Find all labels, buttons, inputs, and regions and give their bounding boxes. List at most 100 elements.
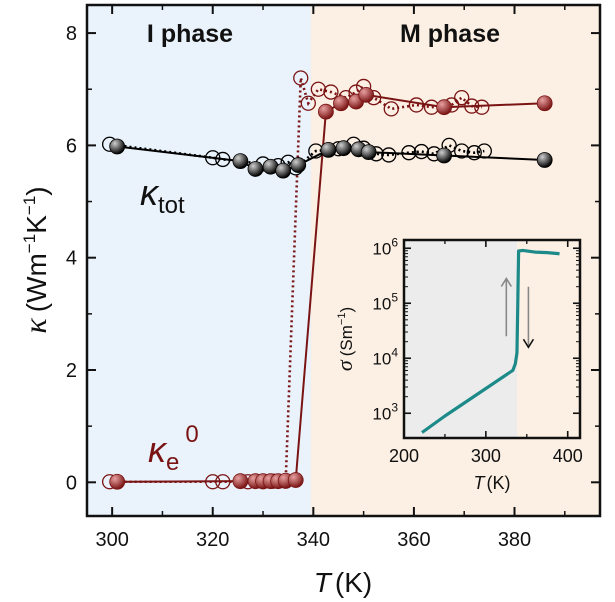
series-1-cooling-point-7 — [293, 70, 309, 86]
inset-y-tick-label-0: 103 — [372, 400, 398, 423]
series-0-cooling-point-13 — [401, 145, 417, 161]
inset-sigma-line — [421, 248, 560, 434]
inset-y-tick-base-3: 10 — [372, 239, 391, 258]
series-0-cooling-point-1 — [205, 150, 221, 166]
series-0-heating-point-1 — [232, 153, 249, 170]
inset-conductivity-curve — [421, 248, 560, 434]
inset-y-tick-base-2: 10 — [372, 294, 391, 313]
series-0-heating-point-11 — [536, 152, 553, 168]
x-tick-label-0: 300 — [95, 529, 128, 551]
x-axis-unit: (K) — [335, 567, 372, 598]
y-axis-unit-mid: K — [21, 215, 52, 234]
kappa-e0-subscript: e — [166, 449, 179, 476]
series-1-cooling-point-1 — [205, 474, 221, 490]
i-phase-label: I phase — [147, 20, 233, 48]
y-tick-label-2: 4 — [66, 248, 77, 270]
inset-y-tick-label-2: 105 — [372, 290, 398, 313]
inset-x-tick-label-2: 400 — [553, 446, 583, 466]
x-tick-label-2: 340 — [297, 529, 330, 551]
inset-y-tick-base-1: 10 — [372, 349, 391, 368]
inset-y-tick-label-1: 104 — [372, 345, 398, 368]
series-1-cooling-point-19 — [454, 90, 470, 106]
series-1-cooling-point-20 — [464, 98, 480, 114]
inset-x-axis-unit: (K) — [487, 473, 511, 493]
inset-y-axis-title: σ (Sm−1) — [332, 307, 357, 371]
series-1-heating-point-13 — [536, 95, 553, 112]
x-axis-var: T — [314, 567, 333, 598]
series-0-heating-point-5 — [290, 157, 307, 173]
inset-y-tick-power-1: 4 — [391, 345, 398, 359]
series-1-cooling-point-2 — [215, 474, 231, 490]
kappa-e0-symbol: κ — [148, 429, 168, 470]
kappa-e0-superscript: 0 — [185, 421, 198, 448]
inset-frame — [402, 238, 582, 440]
series-1-heating-point-9 — [333, 95, 349, 112]
series-0-heating-point-7 — [335, 140, 352, 157]
y-axis-unit-exp2: −1 — [20, 196, 39, 215]
inset-y-tick-base-0: 10 — [372, 404, 391, 423]
series-1-cooling-point-8 — [300, 95, 316, 111]
inset-y-axis-unit-exp: −1 — [336, 313, 348, 326]
series-0-cooling-point-14 — [413, 143, 430, 160]
y-tick-label-3: 6 — [66, 135, 77, 157]
series-1-cooling-point-9 — [310, 81, 327, 97]
main-plot-frame — [85, 3, 602, 518]
inset-arrows — [500, 276, 535, 349]
phase-region-0 — [87, 5, 311, 516]
x-tick-label-4: 380 — [498, 529, 531, 551]
kappa-tot-subscript: tot — [158, 192, 185, 219]
inset-y-tick-power-3: 6 — [391, 235, 398, 249]
y-axis-var: κ — [17, 318, 53, 334]
x-tick-label-3: 360 — [397, 529, 430, 551]
series-markers — [101, 70, 553, 490]
series-0-cooling-line — [109, 142, 485, 170]
inset-shaded-region — [404, 240, 517, 438]
series-1-heating-point-0 — [109, 473, 126, 490]
series-1-heating-point-12 — [436, 99, 452, 116]
series-0-heating-point-6 — [320, 141, 337, 158]
y-tick-label-0: 0 — [66, 472, 77, 494]
series-1-cooling-point-15 — [383, 101, 399, 117]
y-axis-title: κ(Wm−1K−1) — [17, 186, 53, 333]
kappa-tot-label: κtot — [140, 172, 185, 219]
y-tick-label-4: 8 — [66, 23, 77, 45]
series-1-heating-point-8 — [317, 103, 334, 120]
series-0-cooling-point-12 — [381, 147, 397, 163]
series-1-cooling-point-16 — [408, 97, 425, 113]
series-0-cooling-point-18 — [466, 145, 482, 161]
inset-x-tick-label-0: 200 — [389, 446, 419, 466]
y-axis-unit-close: ) — [21, 186, 52, 195]
inset-x-axis-title: T (K) — [474, 473, 511, 493]
series-0-heating-point-0 — [109, 138, 126, 155]
inset-y-tick-power-2: 5 — [391, 290, 398, 304]
y-axis-unit-exp1: −1 — [20, 234, 39, 253]
series-0-heating-point-9 — [360, 144, 377, 161]
kappa-tot-symbol: κ — [140, 172, 160, 213]
series-0-cooling-point-2 — [215, 151, 231, 168]
series-0-heating-point-2 — [247, 161, 264, 177]
series-1-cooling-point-21 — [474, 99, 490, 115]
inset-x-axis-var: T — [474, 473, 487, 493]
series-0-cooling-point-19 — [476, 143, 492, 159]
inset-y-axis-unit-close: ) — [337, 307, 356, 313]
series-1-heating-point-11 — [358, 86, 375, 103]
x-axis-title: T (K) — [314, 567, 372, 598]
x-tick-label-1: 320 — [196, 529, 229, 551]
inset-y-axis-unit-open: (Sm — [337, 325, 356, 356]
y-tick-label-1: 2 — [66, 360, 77, 382]
inset-y-axis-var: σ — [332, 359, 357, 371]
kappa-e0-label: κe0 — [148, 421, 199, 476]
series-1-heating-point-1 — [232, 473, 249, 490]
series-1-heating-point-7 — [287, 472, 304, 488]
series-0-cooling-point-17 — [454, 143, 470, 159]
inset-arrow-head-0 — [500, 276, 513, 287]
inset-y-tick-label-3: 106 — [372, 235, 398, 258]
inset-shade-rect — [404, 240, 517, 438]
series-0-heating-point-4 — [275, 162, 292, 179]
inset-y-tick-power-0: 3 — [391, 400, 398, 414]
series-1-cooling-point-10 — [323, 84, 339, 100]
